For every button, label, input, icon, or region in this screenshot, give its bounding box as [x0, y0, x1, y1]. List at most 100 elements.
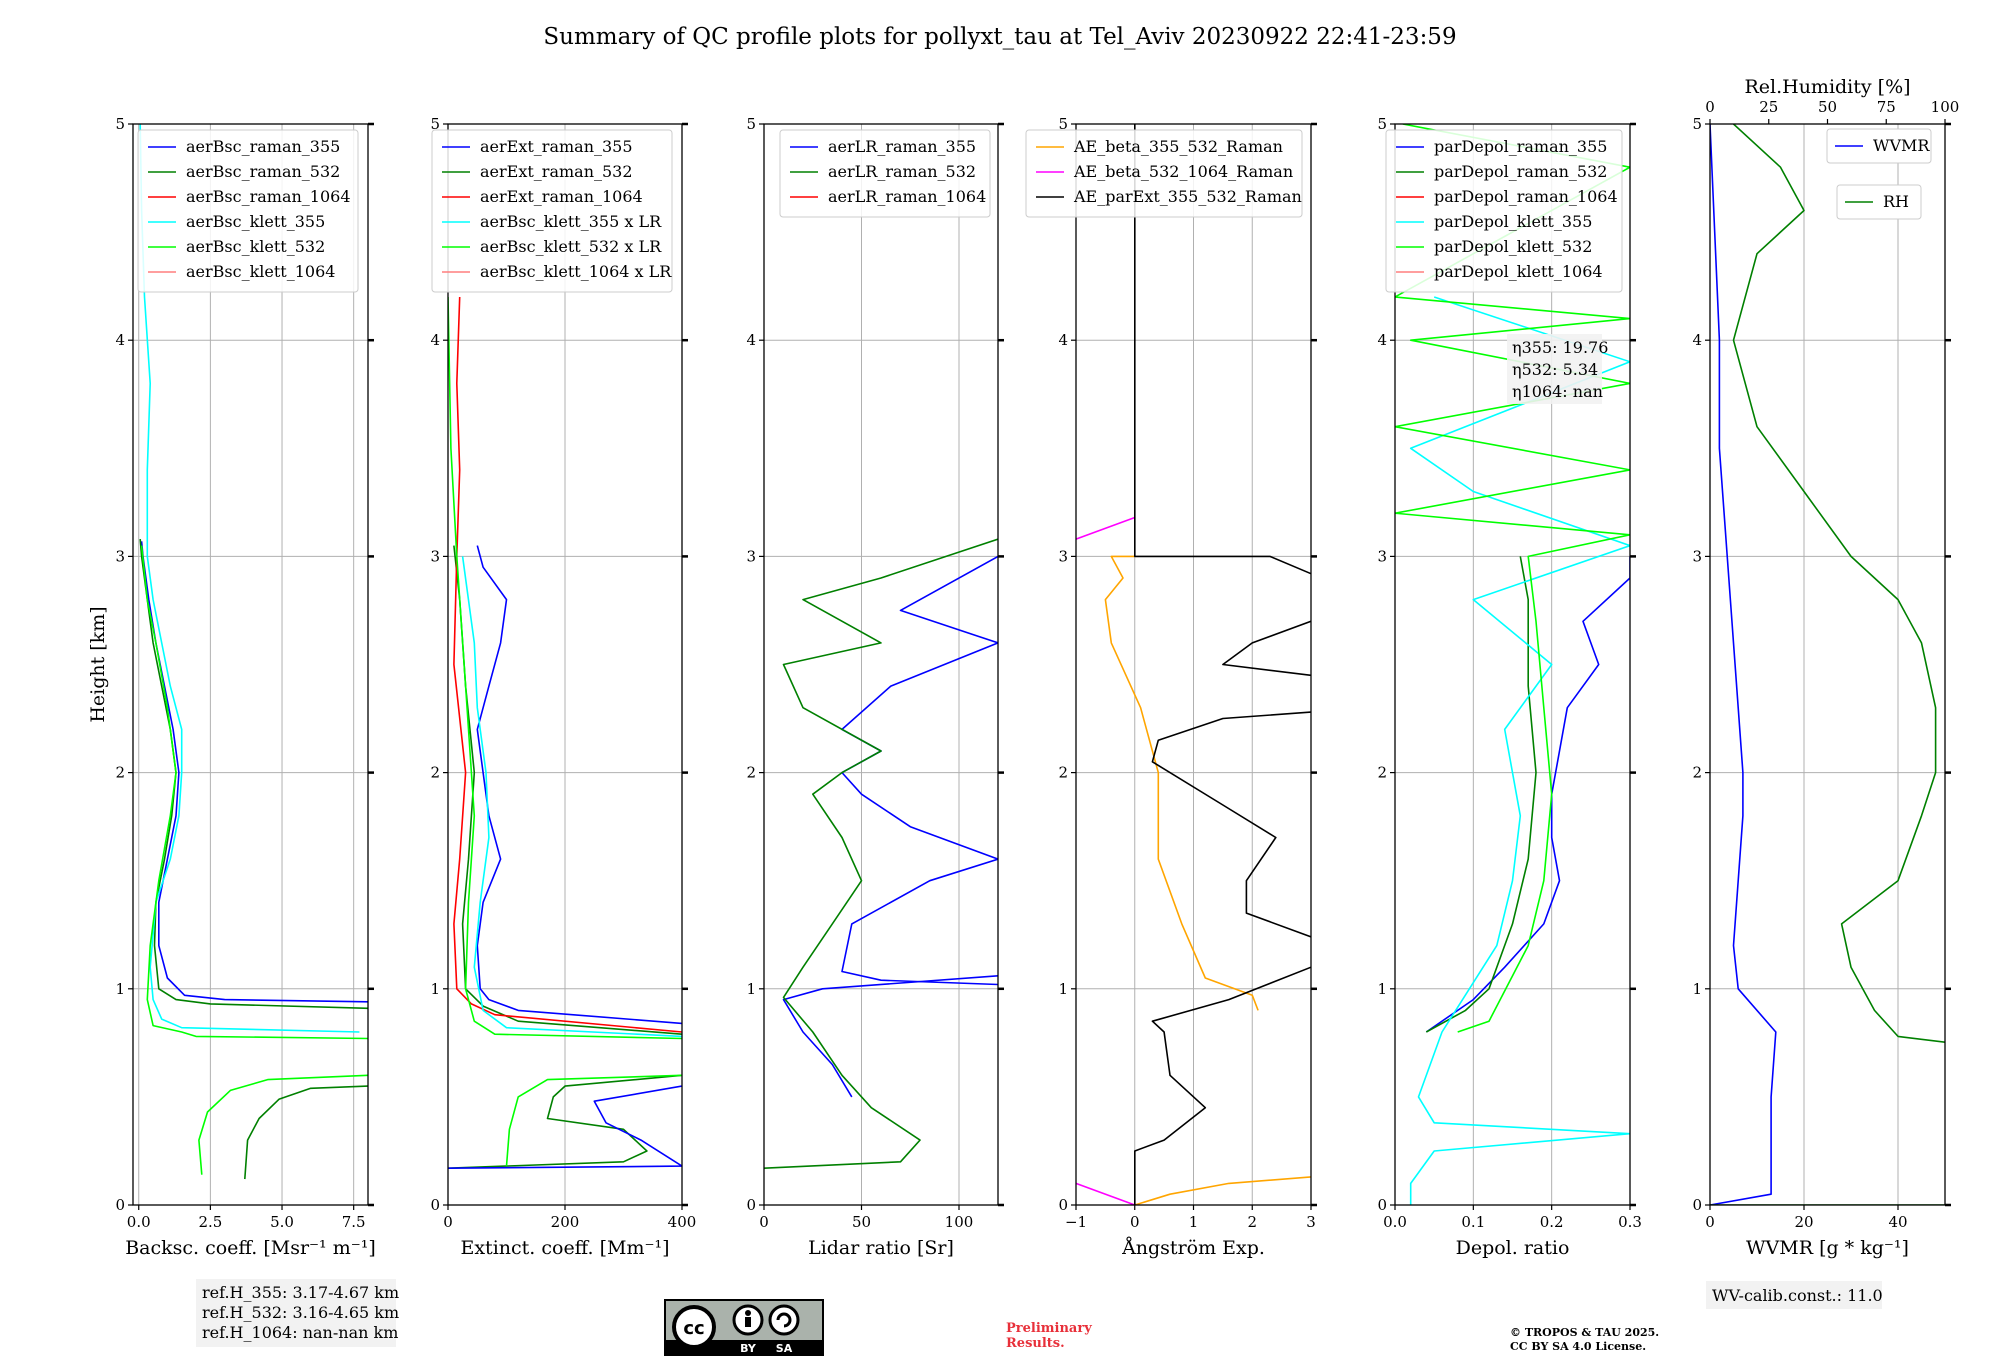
- series-line-aerBsc_klett_532: [140, 545, 368, 1040]
- legend: aerExt_raman_355 aerExt_raman_532 aerExt_r…: [431, 129, 673, 293]
- legend-label: aerBsc_klett_355: [186, 212, 325, 231]
- x-tick-label: 200: [551, 1213, 580, 1231]
- y-tick-label: 0: [430, 1196, 440, 1214]
- y-tick-label: 1: [1692, 980, 1702, 998]
- x-tick-label: 0.0: [127, 1213, 151, 1231]
- series-line-aerExt_raman_355: [476, 545, 682, 1025]
- refh-532: ref.H_532: 3.16-4.65 km: [202, 1303, 399, 1322]
- x2-axis-label: Rel.Humidity [%]: [1744, 76, 1910, 98]
- x-tick-label: 400: [668, 1213, 697, 1231]
- legend-label: aerBsc_klett_1064 x LR: [480, 262, 672, 281]
- y-tick-label: 1: [746, 980, 756, 998]
- series-line-aerBsc_klett_532 x LR: [448, 296, 682, 1040]
- y-axis-label: Height [km]: [87, 606, 109, 722]
- x-tick-label: 40: [1888, 1213, 1907, 1231]
- series-line-parDepol_klett_532: [1395, 124, 1630, 1033]
- series-line-aerBsc_klett_532_low: [505, 1074, 682, 1167]
- y-tick-label: 2: [1377, 764, 1387, 782]
- cc-mark: cc: [683, 1318, 704, 1339]
- x-tick-label: 0.2: [1540, 1213, 1564, 1231]
- y-tick-label: 0: [115, 1196, 125, 1214]
- x-axis-label: Depol. ratio: [1456, 1237, 1570, 1259]
- legend-label: parDepol_raman_532: [1434, 162, 1607, 181]
- y-tick-label: 3: [1058, 547, 1068, 565]
- y-tick-label: 5: [1377, 115, 1387, 133]
- y-tick-label: 3: [746, 547, 756, 565]
- x-tick-label: 2.5: [198, 1213, 222, 1231]
- series-line-aerExt_raman_1064: [453, 296, 682, 1033]
- y-tick-label: 5: [746, 115, 756, 133]
- series-group: [139, 124, 368, 1180]
- x-tick-label: 0: [1130, 1213, 1140, 1231]
- panel-1: 0 1 2 3 4 5 0.0 2.5 5.0 7.5 Backsc. coeff. [Msr⁻¹ …: [87, 115, 376, 1259]
- legend-label: parDepol_klett_1064: [1434, 262, 1603, 281]
- y-tick-label: 0: [1692, 1196, 1702, 1214]
- legend-label: aerLR_raman_1064: [828, 187, 986, 206]
- series-line-aerLR_raman_355_low: [782, 975, 998, 1098]
- refh-355: ref.H_355: 3.17-4.67 km: [202, 1283, 399, 1302]
- eta-line: η532: 5.34: [1512, 360, 1598, 379]
- y-tick-label: 5: [115, 115, 125, 133]
- person-icon: [745, 1310, 751, 1316]
- series-line-AE_parExt_355_532_Raman_mid: [1151, 711, 1311, 938]
- series-line-AE_parExt_355_532_Raman: [1134, 966, 1311, 1205]
- x-tick-label: 20: [1794, 1213, 1813, 1231]
- y-tick-label: 4: [1692, 331, 1702, 349]
- wv-calib-text: WV-calib.const.: 11.0: [1712, 1286, 1883, 1305]
- legend-label: aerBsc_raman_355: [186, 137, 340, 156]
- series-line-AE_beta_355_532_Raman: [1104, 555, 1259, 1011]
- y-tick-label: 1: [1377, 980, 1387, 998]
- y-tick-label: 1: [430, 980, 440, 998]
- x-tick-label: 100: [945, 1213, 974, 1231]
- legend-label: AE_parExt_355_532_Raman: [1073, 187, 1302, 206]
- series-line-aerBsc_raman_532: [139, 539, 368, 1010]
- y-tick-label: 1: [1058, 980, 1068, 998]
- y-tick-label: 2: [430, 764, 440, 782]
- legend: parDepol_raman_355 parDepol_raman_532 parD…: [1385, 129, 1623, 293]
- series-line-aerLR_raman_532: [764, 538, 998, 1169]
- legend-label: aerBsc_klett_532 x LR: [480, 237, 662, 256]
- axes-frame: [1394, 123, 1631, 1206]
- y-tick-label: 5: [1058, 115, 1068, 133]
- panels: 0 1 2 3 4 5 0.0 2.5 5.0 7.5 Backsc. coeff. [Msr⁻¹ …: [87, 76, 1959, 1259]
- refh-annotation: ref.H_355: 3.17-4.67 km ref.H_532: 3.16-…: [196, 1279, 399, 1347]
- series-line-WVMR: [1710, 124, 1777, 1205]
- copyright-line1: © TROPOS & TAU 2025.: [1510, 1326, 1659, 1339]
- x-axis-label: Extinct. coeff. [Mm⁻¹]: [460, 1237, 669, 1259]
- series-line-aerBsc_klett_355: [139, 124, 360, 1033]
- series-line-aerExt_raman_355_low: [448, 1085, 682, 1169]
- series-line-aerLR_raman_355: [841, 555, 998, 986]
- y-tick-label: 0: [1377, 1196, 1387, 1214]
- x-axis-label: WVMR [g * kg⁻¹]: [1746, 1237, 1909, 1259]
- eta-annotation: η355: 19.76 η532: 5.34 η1064: nan: [1507, 334, 1608, 404]
- series-group: [1710, 124, 1945, 1205]
- x-tick-label: 0.3: [1618, 1213, 1642, 1231]
- legend: WVMR RH: [1826, 128, 1932, 220]
- legend-label: aerBsc_klett_355 x LR: [480, 212, 662, 231]
- y-tick-label: 3: [430, 547, 440, 565]
- x-tick-label: 0: [759, 1213, 769, 1231]
- x2-tick-label: 0: [1705, 98, 1715, 116]
- series-line-aerBsc_klett_355 x LR: [461, 556, 682, 1038]
- y-tick-label: 1: [115, 980, 125, 998]
- y-tick-label: 3: [1692, 547, 1702, 565]
- legend-label: RH: [1883, 192, 1909, 211]
- y-tick-label: 0: [746, 1196, 756, 1214]
- series-line-AE_beta_532_1064_Raman: [1076, 516, 1136, 540]
- axes-frame: [132, 123, 369, 1206]
- legend-label: aerExt_raman_1064: [480, 187, 643, 206]
- axes-frame: [1709, 123, 1946, 1206]
- cc-sa-label: SA: [776, 1342, 793, 1355]
- x-axis-label: Backsc. coeff. [Msr⁻¹ m⁻¹]: [125, 1237, 376, 1259]
- x-tick-label: 7.5: [342, 1213, 366, 1231]
- x2-tick-label: 25: [1759, 98, 1778, 116]
- legend: aerBsc_raman_355 aerBsc_raman_532 aerBsc_r…: [137, 129, 359, 293]
- series-line-aerExt_raman_532_low: [448, 1074, 682, 1169]
- x-tick-label: 0: [1705, 1213, 1715, 1231]
- y-tick-label: 5: [430, 115, 440, 133]
- figure-title: Summary of QC profile plots for pollyxt_…: [543, 24, 1456, 50]
- legend-label: aerBsc_klett_1064: [186, 262, 335, 281]
- legend-label: aerBsc_raman_1064: [186, 187, 351, 206]
